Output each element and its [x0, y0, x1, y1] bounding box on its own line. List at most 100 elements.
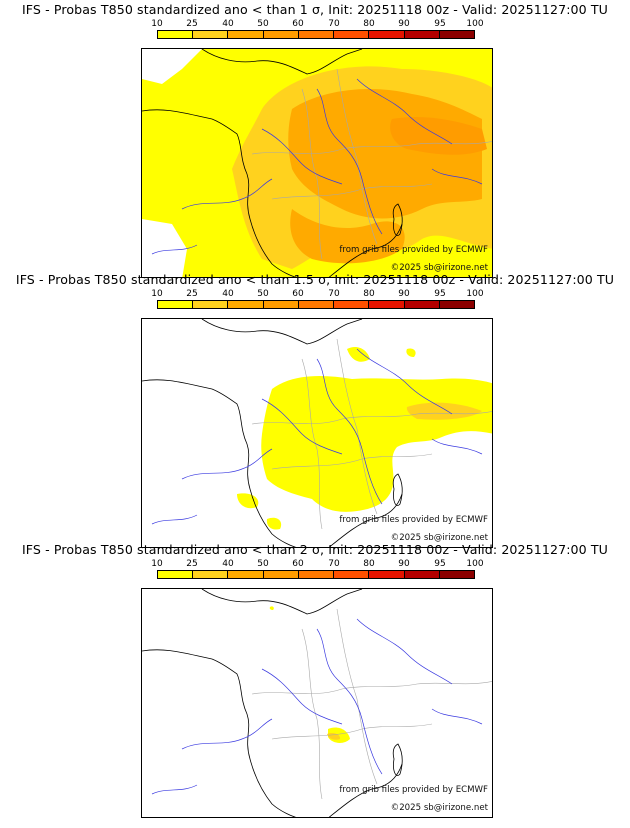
border-line [301, 628, 323, 800]
prob-area-low [266, 517, 282, 530]
border-line [336, 608, 378, 785]
river [261, 398, 343, 455]
river [261, 668, 343, 725]
river [431, 168, 483, 185]
scale-swatch [158, 571, 194, 578]
scale-label: 50 [257, 289, 269, 299]
border-line [251, 141, 492, 155]
source-credit: from grib files provided by ECMWF [339, 515, 488, 525]
island-corsica [392, 203, 403, 236]
river [181, 448, 273, 480]
scale-bar [157, 300, 475, 309]
scale-swatch [298, 31, 335, 38]
prob-area-high [290, 209, 405, 264]
scale-swatch [334, 571, 370, 578]
scale-swatch [263, 301, 299, 308]
color-scale: 10 25 40 50 60 70 80 90 95 100 [151, 559, 484, 582]
scale-label: 70 [328, 19, 340, 29]
map-canvas [142, 589, 492, 817]
scale-swatch [193, 31, 229, 38]
scale-label: 25 [186, 289, 198, 299]
scale-label: 10 [151, 559, 163, 569]
scale-label: 60 [292, 19, 304, 29]
river [431, 708, 483, 725]
river [431, 438, 483, 455]
map-canvas [142, 49, 492, 277]
scale-label: 40 [222, 289, 234, 299]
panel-title: IFS - Probas T850 standardized ano < tha… [21, 542, 608, 557]
scale-label: 80 [363, 289, 375, 299]
panel-sigma-1: IFS - Probas T850 standardized ano < tha… [0, 0, 630, 278]
copyright-credit: ©2025 sb@irizone.net [390, 533, 488, 543]
scale-label: 80 [363, 559, 375, 569]
border-line [251, 411, 492, 425]
scale-label: 50 [257, 19, 269, 29]
scale-label: 95 [434, 559, 446, 569]
scale-label: 25 [186, 559, 198, 569]
border-line [271, 183, 433, 200]
map-canvas [142, 319, 492, 547]
scale-label: 40 [222, 559, 234, 569]
scale-swatch [158, 31, 194, 38]
scale-label: 95 [434, 19, 446, 29]
scale-swatch [193, 301, 229, 308]
scale-label: 60 [292, 559, 304, 569]
map-background [142, 589, 492, 817]
river [151, 784, 198, 795]
scale-bar [157, 570, 475, 579]
prob-gap [142, 49, 202, 84]
probability-map: from grib files provided by ECMWF ©2025 … [141, 588, 493, 818]
scale-swatch [228, 301, 264, 308]
copyright-credit: ©2025 sb@irizone.net [390, 803, 488, 813]
scale-swatch [439, 571, 474, 578]
border-line [336, 338, 378, 515]
coastline [201, 319, 363, 345]
coastline [142, 379, 297, 547]
river [316, 628, 383, 775]
scale-label: 60 [292, 289, 304, 299]
scale-label: 40 [222, 19, 234, 29]
border-line [271, 723, 433, 740]
scale-label: 90 [398, 559, 410, 569]
scale-swatch [228, 31, 264, 38]
scale-swatch [369, 571, 405, 578]
scale-swatch [404, 301, 440, 308]
scale-swatch [228, 571, 264, 578]
scale-label: 50 [257, 559, 269, 569]
scale-swatch [439, 31, 474, 38]
scale-swatch [369, 301, 405, 308]
scale-label: 80 [363, 19, 375, 29]
scale-swatch [158, 301, 194, 308]
scale-swatch [369, 31, 405, 38]
source-credit: from grib files provided by ECMWF [339, 785, 488, 795]
river [181, 718, 273, 750]
prob-area-low [237, 493, 259, 509]
river [356, 78, 453, 145]
coastline [201, 589, 363, 615]
river [316, 88, 383, 235]
copyright-credit: ©2025 sb@irizone.net [390, 263, 488, 273]
scale-label: 90 [398, 19, 410, 29]
probability-map: from grib files provided by ECMWF ©2025 … [141, 318, 493, 548]
source-credit: from grib files provided by ECMWF [339, 245, 488, 255]
prob-area-low [347, 347, 370, 362]
scale-label: 10 [151, 19, 163, 29]
river [151, 514, 198, 525]
river [356, 348, 453, 415]
scale-label: 100 [466, 19, 484, 29]
scale-swatch [263, 31, 299, 38]
border-line [336, 68, 378, 245]
scale-label: 90 [398, 289, 410, 299]
river [181, 178, 273, 210]
scale-swatch [404, 31, 440, 38]
border-line [301, 358, 323, 530]
probability-map: from grib files provided by ECMWF ©2025 … [141, 48, 493, 278]
scale-label: 10 [151, 289, 163, 299]
scale-swatch [334, 301, 370, 308]
prob-gap [142, 219, 187, 277]
scale-bar [157, 30, 475, 39]
panel-sigma-1-5: IFS - Probas T850 standardized ano < tha… [0, 270, 630, 548]
border-line [271, 453, 433, 470]
scale-swatch [193, 571, 229, 578]
scale-label: 70 [328, 289, 340, 299]
